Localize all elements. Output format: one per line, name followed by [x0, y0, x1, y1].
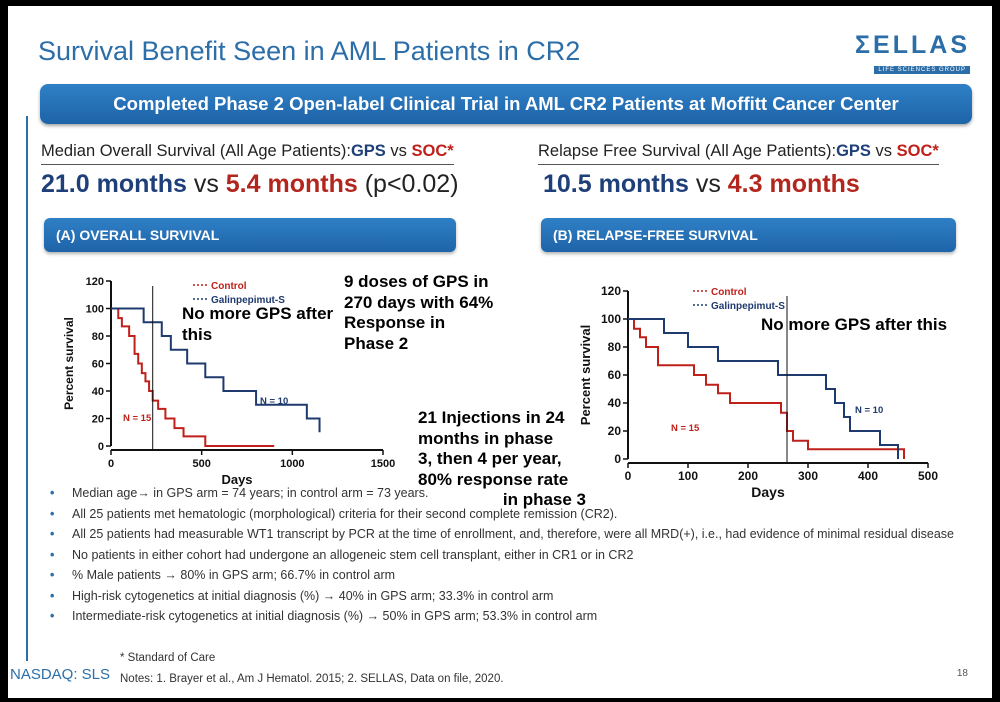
overall-survival-chart: 0 20 40 60 80 100 120 0 500 1000 1500 Days Percent s… [62, 276, 395, 487]
x-tick-label: 400 [858, 469, 878, 483]
soc-rfs-value: 4.3 months [727, 170, 860, 198]
y-tick-label: 0 [98, 441, 104, 453]
list-item: •% Male patients → 80% in GPS arm; 66.7%… [50, 568, 396, 582]
overall-survival-header-label: Median Overall Survival (All Age Patient… [41, 142, 351, 160]
series-line-control [111, 307, 275, 447]
overall-survival-pill: (A) OVERALL SURVIVAL [44, 218, 456, 252]
annotation-21-injections: 21 Injections in 24 months in phase 3, t… [418, 408, 590, 511]
y-tick-label: 80 [92, 331, 104, 343]
overall-survival-header: Median Overall Survival (All Age Patient… [41, 142, 454, 165]
relapse-free-header-label: Relapse Free Survival (All Age Patients)… [538, 142, 837, 160]
annotation-line: 9 doses of GPS in [344, 272, 489, 291]
y-tick-label: 120 [601, 284, 621, 298]
y-axis-label: Percent survival [62, 317, 76, 410]
annotation-no-more-gps-left: No more GPS after this [182, 304, 333, 345]
list-item: • High-risk cytogenetics at initial diagn… [50, 588, 554, 603]
series-line-galinpepimut-s [628, 318, 899, 459]
n-label: N = 10 [260, 396, 288, 407]
legend-label: Control [711, 287, 747, 298]
annotation-line: Phase 2 [344, 333, 409, 353]
vs-label: vs [390, 142, 407, 160]
y-axis-label: Percent survival [578, 325, 593, 425]
gps-median-value: 21.0 months [41, 170, 187, 198]
left-accent-line [26, 116, 28, 661]
x-tick-label: 1500 [371, 458, 395, 470]
x-tick-label: 300 [798, 469, 818, 483]
series-line-control [628, 318, 905, 459]
x-axis-label: Days [751, 484, 785, 500]
logo-wordmark: ΣELLAS [855, 31, 970, 59]
annotation-line: 3, then 4 per year, [418, 449, 562, 468]
x-tick-label: 200 [738, 469, 758, 483]
gps-rfs-value: 10.5 months [543, 170, 689, 198]
y-tick-label: 20 [92, 414, 104, 426]
y-tick-label: 80 [608, 340, 622, 354]
y-tick-label: 100 [601, 312, 621, 326]
y-tick-label: 40 [92, 386, 104, 398]
legend-label: Galinpepimut-S [211, 295, 285, 306]
n-label: N = 15 [671, 423, 700, 434]
list-item: • Median age→ in GPS arm = 74 years; in c… [50, 486, 429, 500]
x-axis-label: Days [221, 472, 252, 487]
x-tick-label: 0 [108, 458, 114, 470]
overall-survival-result: 21.0 months vs 5.4 months (p<0.02) [41, 170, 459, 199]
y-tick-label: 40 [608, 396, 622, 410]
trial-banner: Completed Phase 2 Open-label Clinical Tr… [40, 84, 972, 124]
series-line-galinpepimut-s [111, 307, 321, 433]
relapse-free-header: Relapse Free Survival (All Age Patients)… [538, 142, 939, 165]
annotation-line: this [182, 324, 213, 344]
list-item: • All 25 patients met hematologic (morpho… [50, 506, 618, 521]
gps-label-right: GPS [836, 142, 871, 160]
y-tick-label: 120 [86, 276, 104, 288]
x-tick-label: 0 [625, 469, 632, 483]
annotation-line: in phase 3 [502, 490, 586, 509]
annotation-nine-doses: 9 doses of GPS in 270 days with 64% Resp… [344, 272, 493, 354]
list-item: • No patients in either cohort had underg… [50, 547, 634, 562]
y-tick-label: 60 [608, 368, 622, 382]
y-tick-label: 0 [614, 452, 621, 466]
annotation-line: 270 days with 64% [344, 292, 494, 312]
gps-label: GPS [350, 142, 386, 160]
list-item: • All 25 patients had measurable WT1 tran… [50, 527, 955, 541]
vs-word-right: vs [695, 170, 721, 198]
x-tick-label: 500 [192, 458, 210, 470]
vs-word: vs [193, 170, 219, 198]
annotation-line: No more GPS after [182, 304, 334, 323]
n-label: N = 10 [855, 405, 883, 416]
list-item: • Intermediate-risk cytogenetics at initi… [50, 609, 598, 623]
slide: Survival Benefit Seen in AML Patients in… [8, 6, 992, 698]
legend-label: Galinpepimut-S [711, 301, 785, 312]
references-note: Notes: 1. Brayer et al., Am J Hematol. 2… [120, 673, 504, 685]
y-tick-label: 60 [92, 359, 104, 371]
x-tick-label: 500 [918, 469, 938, 483]
soc-label-right: SOC* [896, 142, 939, 160]
page-number: 18 [956, 668, 968, 679]
y-tick-label: 20 [608, 424, 622, 438]
annotation-line: months in phase [418, 428, 554, 448]
relapse-free-chart: 0 20 40 60 80 100 120 0 100 200 300 400 500 Days Perce… [578, 284, 938, 500]
x-tick-label: 100 [678, 469, 698, 483]
legend-label: Control [211, 281, 247, 292]
relapse-free-result: 10.5 months vs 4.3 months [543, 170, 860, 199]
y-tick-label: 100 [86, 304, 104, 316]
x-tick-label: 1000 [280, 458, 304, 470]
n-label: N = 15 [123, 413, 152, 424]
p-value: (p<0.02) [364, 170, 459, 198]
ticker-label: NASDAQ: SLS [10, 666, 111, 683]
annotation-line: 21 Injections in 24 [418, 408, 565, 427]
slide-title: Survival Benefit Seen in AML Patients in… [38, 36, 581, 66]
relapse-free-pill: (B) RELAPSE-FREE SURVIVAL [541, 218, 956, 252]
logo-tagline: LIFE SCIENCES GROUP [874, 66, 970, 74]
annotation-line: Response in [344, 313, 446, 332]
soc-footnote: * Standard of Care [120, 652, 216, 664]
vs-label-right: vs [875, 142, 893, 160]
bullet-list: • Median age→ in GPS arm = 74 years; in c… [44, 486, 979, 630]
annotation-line: 80% response rate [418, 469, 569, 489]
soc-label: SOC* [411, 142, 454, 160]
company-logo: ΣELLAS LIFE SCIENCES GROUP [855, 32, 970, 76]
annotation-no-more-gps-right: No more GPS after this [761, 315, 948, 334]
soc-median-value: 5.4 months [225, 170, 358, 198]
